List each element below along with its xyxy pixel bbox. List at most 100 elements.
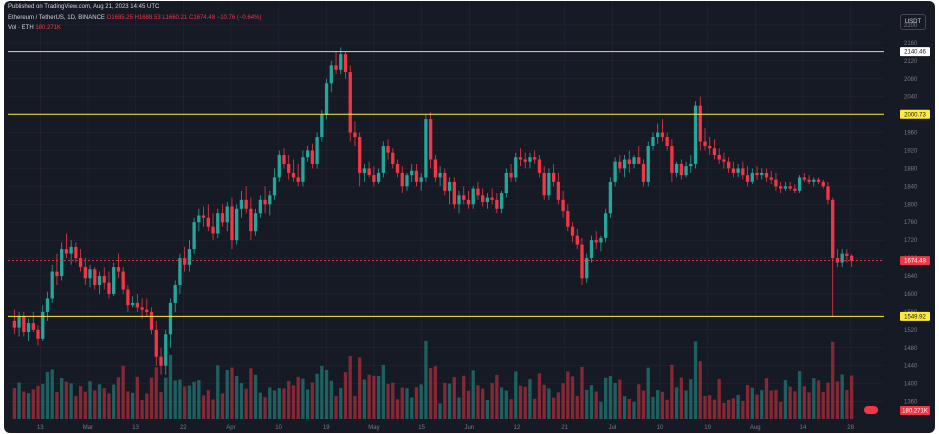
candle[interactable]: [164, 334, 168, 366]
candle[interactable]: [703, 141, 707, 147]
candle[interactable]: [613, 161, 617, 182]
candle[interactable]: [783, 186, 788, 189]
volume-label[interactable]: Vol · ETH: [8, 25, 34, 31]
candle[interactable]: [708, 146, 712, 149]
candle[interactable]: [807, 179, 811, 182]
candle[interactable]: [476, 188, 480, 196]
candle[interactable]: [93, 269, 97, 285]
candle[interactable]: [452, 181, 456, 205]
candle[interactable]: [509, 172, 513, 178]
candle[interactable]: [220, 213, 225, 223]
candle[interactable]: [88, 269, 92, 279]
candle[interactable]: [589, 240, 594, 259]
candle[interactable]: [466, 199, 471, 205]
candle[interactable]: [622, 159, 627, 169]
candle[interactable]: [769, 177, 773, 180]
candle[interactable]: [339, 54, 343, 70]
candle[interactable]: [641, 163, 646, 182]
candle[interactable]: [731, 168, 736, 173]
candle[interactable]: [121, 271, 125, 290]
candle[interactable]: [324, 83, 329, 115]
candle[interactable]: [159, 356, 163, 366]
candle[interactable]: [116, 267, 121, 272]
candle[interactable]: [608, 181, 613, 214]
candle[interactable]: [514, 157, 518, 178]
candle[interactable]: [41, 311, 45, 339]
candle[interactable]: [343, 54, 348, 73]
candle[interactable]: [585, 258, 589, 279]
candle[interactable]: [168, 302, 173, 335]
candle[interactable]: [845, 253, 849, 256]
candle[interactable]: [277, 154, 281, 178]
candle[interactable]: [561, 199, 565, 212]
candle[interactable]: [670, 146, 674, 173]
candle[interactable]: [36, 329, 40, 339]
candle[interactable]: [447, 181, 452, 191]
candle[interactable]: [17, 316, 21, 328]
candle[interactable]: [112, 267, 116, 294]
candle[interactable]: [575, 235, 579, 245]
candle[interactable]: [22, 316, 26, 333]
candle[interactable]: [414, 170, 419, 182]
candle[interactable]: [135, 302, 140, 308]
candle[interactable]: [310, 150, 315, 164]
candle[interactable]: [679, 163, 683, 176]
candle[interactable]: [334, 65, 338, 70]
candle[interactable]: [268, 195, 272, 205]
candle[interactable]: [556, 181, 561, 200]
candle[interactable]: [31, 323, 35, 330]
candle[interactable]: [187, 249, 192, 265]
candle[interactable]: [386, 146, 390, 153]
candle[interactable]: [793, 188, 797, 191]
candle[interactable]: [400, 172, 404, 187]
candle[interactable]: [745, 175, 750, 182]
candle[interactable]: [60, 249, 64, 277]
candle[interactable]: [230, 206, 234, 241]
candle[interactable]: [741, 168, 745, 176]
candle[interactable]: [542, 172, 546, 196]
candle[interactable]: [722, 159, 726, 162]
candle[interactable]: [320, 114, 324, 138]
candle[interactable]: [410, 170, 414, 176]
candle[interactable]: [315, 137, 319, 164]
candle[interactable]: [26, 323, 31, 333]
candle[interactable]: [235, 208, 239, 241]
candle[interactable]: [797, 177, 802, 191]
candle[interactable]: [812, 179, 816, 182]
candle[interactable]: [438, 172, 442, 178]
candle[interactable]: [684, 166, 688, 176]
currency-button[interactable]: USDT: [900, 14, 926, 30]
candle[interactable]: [381, 146, 385, 173]
candle[interactable]: [329, 65, 333, 84]
candle[interactable]: [78, 258, 83, 268]
candle[interactable]: [485, 197, 490, 203]
candle[interactable]: [518, 157, 523, 160]
candle[interactable]: [674, 163, 679, 173]
candle[interactable]: [107, 282, 111, 294]
candle[interactable]: [712, 148, 717, 155]
candle[interactable]: [726, 161, 731, 169]
candle[interactable]: [457, 195, 461, 205]
candle[interactable]: [216, 213, 220, 234]
candle[interactable]: [826, 186, 830, 200]
candle[interactable]: [391, 152, 395, 164]
candle[interactable]: [481, 195, 485, 203]
candle[interactable]: [788, 186, 792, 189]
candle[interactable]: [471, 188, 475, 205]
candle[interactable]: [97, 276, 102, 285]
candle[interactable]: [566, 211, 570, 227]
candle[interactable]: [821, 181, 825, 187]
candle[interactable]: [760, 172, 764, 176]
candle[interactable]: [551, 172, 556, 182]
candle[interactable]: [604, 213, 608, 238]
candle[interactable]: [570, 226, 575, 236]
volume-visibility-icon[interactable]: [864, 406, 878, 414]
candle[interactable]: [424, 119, 428, 178]
candle[interactable]: [287, 163, 291, 173]
candle[interactable]: [145, 309, 149, 312]
candle[interactable]: [12, 320, 17, 328]
candle[interactable]: [249, 208, 253, 232]
candle[interactable]: [627, 159, 631, 164]
candle[interactable]: [178, 258, 182, 285]
candle[interactable]: [149, 311, 154, 330]
